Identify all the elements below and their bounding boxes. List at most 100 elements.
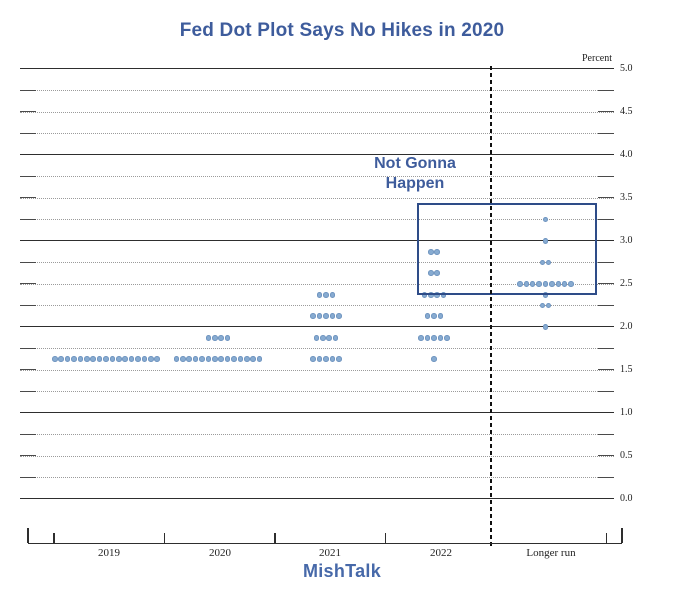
y-tick-label: 4.5 — [620, 106, 633, 117]
annotation-not-gonna-happen: Not Gonna Happen — [330, 154, 500, 194]
gridline-end-dash — [20, 111, 36, 113]
gridline-end-dash — [20, 476, 36, 478]
fomc-dot — [323, 356, 329, 363]
fomc-dot — [431, 313, 437, 320]
x-tick-label: 2021 — [319, 547, 341, 559]
x-tick-label: 2022 — [430, 547, 452, 559]
gridline-end-dash — [20, 369, 36, 371]
h-gridline-dotted — [20, 176, 614, 177]
h-gridline-solid — [20, 154, 614, 156]
fomc-dot — [250, 356, 256, 363]
h-gridline-dotted — [20, 455, 614, 457]
x-axis-tick — [605, 533, 608, 543]
fomc-dot — [310, 356, 316, 363]
fomc-dot — [173, 356, 180, 363]
fomc-dot — [545, 259, 552, 266]
gridline-end-dash — [20, 89, 36, 91]
x-tick-label: 2020 — [209, 547, 231, 559]
h-gridline-dotted — [20, 391, 614, 392]
gridline-end-dash — [20, 433, 36, 435]
fomc-dot — [148, 356, 154, 363]
gridline-end-dash — [20, 197, 36, 199]
h-gridline-solid — [20, 498, 614, 500]
projection-divider-dashed-line — [490, 66, 493, 548]
fomc-dot — [122, 356, 128, 363]
gridline-end-dash — [598, 261, 614, 263]
gridline-end-dash — [598, 433, 614, 435]
fomc-dot — [517, 281, 523, 287]
fomc-dot — [329, 291, 336, 298]
fomc-dot — [205, 334, 212, 341]
h-gridline-solid — [20, 240, 614, 242]
fomc-dot — [218, 356, 224, 363]
h-gridline-dotted — [20, 133, 614, 134]
fomc-dot — [529, 281, 536, 287]
gridline-end-dash — [20, 283, 36, 285]
fomc-dot — [536, 281, 542, 287]
fomc-dot — [434, 270, 440, 277]
h-gridline-dotted — [20, 283, 614, 285]
y-tick-label: 2.0 — [620, 321, 633, 332]
fomc-dot — [205, 356, 212, 363]
fomc-dot — [326, 334, 332, 341]
fomc-dot — [539, 259, 546, 266]
gridline-end-dash — [20, 132, 36, 134]
h-gridline-dotted — [20, 305, 614, 306]
fomc-dot — [424, 334, 431, 341]
fomc-dot — [212, 334, 218, 341]
fomc-dot — [64, 356, 71, 363]
fomc-dot — [96, 356, 103, 363]
fomc-dot — [154, 356, 160, 363]
gridline-end-dash — [20, 390, 36, 392]
fomc-dot — [237, 356, 244, 363]
y-tick-label: 1.5 — [620, 364, 633, 375]
fomc-dot — [424, 313, 431, 320]
fomc-dot — [218, 334, 224, 341]
fomc-dot — [58, 356, 64, 363]
y-tick-label: 0.5 — [620, 450, 633, 461]
gridline-end-dash — [598, 455, 614, 457]
gridline-end-dash — [598, 218, 614, 220]
x-axis-tick — [53, 533, 55, 543]
fomc-dot — [428, 248, 434, 255]
y-tick-label: 2.5 — [620, 278, 633, 289]
fomc-dot — [549, 281, 555, 287]
annotation-line-1: Not Gonna — [374, 155, 456, 172]
gridline-end-dash — [598, 175, 614, 177]
fomc-dot — [256, 356, 263, 363]
gridline-end-dash — [598, 369, 614, 371]
gridline-end-dash — [20, 218, 36, 220]
fomc-dot — [523, 281, 530, 287]
fomc-dot — [542, 216, 549, 223]
fomc-dot — [316, 291, 323, 298]
fomc-dot — [542, 281, 549, 287]
gridline-end-dash — [20, 347, 36, 349]
gridline-end-dash — [598, 197, 614, 199]
fomc-dot — [141, 356, 148, 363]
h-gridline-solid — [20, 326, 614, 328]
gridline-end-dash — [598, 283, 614, 285]
fomc-dot — [84, 356, 90, 363]
fomc-dot — [244, 356, 250, 363]
x-tick-label: Longer run — [526, 547, 576, 559]
gridline-end-dash — [20, 455, 36, 457]
gridline-end-dash — [598, 476, 614, 478]
h-gridline-dotted — [20, 197, 614, 199]
fomc-dot — [431, 334, 437, 341]
fomc-dot — [320, 334, 326, 341]
x-axis-end-tick — [621, 528, 623, 543]
y-tick-label: 3.0 — [620, 235, 633, 246]
fomc-dot — [437, 334, 444, 341]
y-tick-label: 0.0 — [620, 493, 633, 504]
fomc-dot — [116, 356, 122, 363]
fomc-dot — [316, 356, 323, 363]
gridline-end-dash — [598, 111, 614, 113]
fomc-dot — [332, 334, 339, 341]
h-gridline-dotted — [20, 219, 614, 220]
gridline-end-dash — [598, 304, 614, 306]
chart-title: Fed Dot Plot Says No Hikes in 2020 — [179, 20, 505, 41]
h-gridline-solid — [20, 68, 614, 70]
fomc-dot — [555, 281, 562, 287]
gridline-end-dash — [598, 347, 614, 349]
